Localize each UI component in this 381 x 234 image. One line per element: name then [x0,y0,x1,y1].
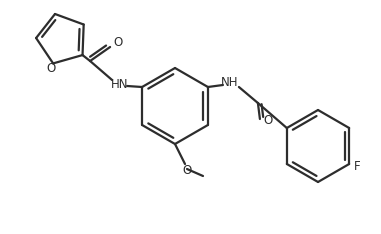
Text: NH: NH [221,77,239,89]
Text: O: O [47,62,56,75]
Text: O: O [263,113,272,127]
Text: F: F [354,161,360,173]
Text: O: O [114,37,123,50]
Text: HN: HN [111,78,129,91]
Text: O: O [182,165,192,178]
